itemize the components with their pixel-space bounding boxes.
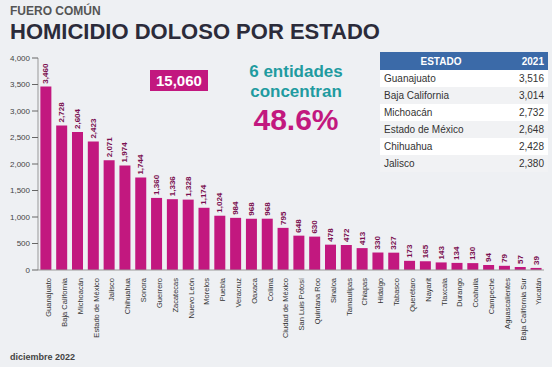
svg-text:Colima: Colima: [266, 277, 275, 301]
html-text:Guanajuato: Guanajuato: [384, 73, 436, 84]
svg-text:Nuevo León: Nuevo León: [187, 278, 196, 318]
svg-text:Sinaloa: Sinaloa: [329, 277, 338, 303]
svg-text:2,423: 2,423: [89, 118, 98, 139]
svg-text:Tabasco: Tabasco: [392, 278, 401, 306]
html-text:2,380: 2,380: [519, 158, 544, 169]
html-text:3,014: 3,014: [519, 90, 544, 101]
svg-text:1,024: 1,024: [215, 192, 224, 213]
svg-text:1,328: 1,328: [184, 176, 193, 197]
svg-text:4,000: 4,000: [10, 54, 31, 63]
svg-text:Yucatán: Yucatán: [534, 278, 543, 305]
svg-text:1,000: 1,000: [10, 213, 31, 222]
svg-text:Jalisco: Jalisco: [107, 278, 116, 301]
svg-text:1,174: 1,174: [199, 184, 208, 205]
html-text:Chihuahua: Chihuahua: [384, 141, 433, 152]
svg-text:0: 0: [26, 266, 31, 275]
svg-text:2,500: 2,500: [10, 133, 31, 142]
svg-text:648: 648: [294, 219, 303, 233]
svg-text:1,974: 1,974: [120, 142, 129, 163]
svg-text:165: 165: [421, 244, 430, 258]
svg-text:Baja California: Baja California: [60, 277, 69, 327]
svg-text:500: 500: [17, 239, 31, 248]
svg-text:Tlaxcala: Tlaxcala: [440, 277, 449, 306]
html-text:2,648: 2,648: [519, 124, 544, 135]
html-text:concentran: concentran: [250, 82, 342, 101]
svg-text:Veracruz: Veracruz: [234, 278, 243, 308]
html-text:HOMICIDIO DOLOSO POR ESTADO: HOMICIDIO DOLOSO POR ESTADO: [10, 19, 380, 44]
html-text:2021: 2021: [521, 55, 544, 67]
svg-text:Quintana Roo: Quintana Roo: [313, 278, 322, 324]
svg-text:1,336: 1,336: [168, 176, 177, 197]
svg-text:413: 413: [358, 231, 367, 245]
html-text:ESTADO: ESTADO: [420, 55, 462, 67]
svg-text:984: 984: [231, 201, 240, 215]
svg-text:Querétaro: Querétaro: [408, 278, 417, 312]
svg-text:1,744: 1,744: [136, 154, 145, 175]
svg-text:39: 39: [532, 255, 541, 264]
svg-text:1,500: 1,500: [10, 186, 31, 195]
svg-text:134: 134: [452, 246, 461, 260]
svg-text:Campeche: Campeche: [487, 278, 496, 314]
svg-text:Aguascalientes: Aguascalientes: [503, 278, 512, 329]
svg-text:Zacatecas: Zacatecas: [171, 278, 180, 313]
html-text:Baja California: Baja California: [384, 90, 449, 101]
svg-text:3,500: 3,500: [10, 80, 31, 89]
svg-text:2,000: 2,000: [10, 160, 31, 169]
svg-text:94: 94: [484, 253, 493, 262]
html-text:Michoacán: Michoacán: [384, 107, 433, 118]
svg-text:Coahuila: Coahuila: [471, 277, 480, 307]
html-text:2,428: 2,428: [519, 141, 544, 152]
html-text:2,732: 2,732: [519, 107, 544, 118]
svg-text:130: 130: [468, 246, 477, 260]
svg-text:968: 968: [247, 202, 256, 216]
html-text:3,516: 3,516: [519, 73, 544, 84]
svg-text:Sonora: Sonora: [139, 277, 148, 302]
svg-text:Ciudad de México: Ciudad de México: [281, 278, 290, 338]
svg-text:1,360: 1,360: [152, 174, 161, 195]
svg-text:2,604: 2,604: [73, 108, 82, 129]
html-text:Jalisco: Jalisco: [384, 158, 415, 169]
svg-text:Chihuahua: Chihuahua: [123, 277, 132, 314]
svg-text:3,000: 3,000: [10, 107, 31, 116]
svg-text:173: 173: [405, 244, 414, 258]
html-text:15,060: 15,060: [156, 72, 202, 89]
svg-text:Guerrero: Guerrero: [155, 278, 164, 308]
svg-text:Michoacán: Michoacán: [76, 278, 85, 314]
svg-text:San Luis Potosí: San Luis Potosí: [297, 277, 306, 330]
svg-text:478: 478: [326, 228, 335, 242]
html-text:48.6%: 48.6%: [253, 103, 339, 136]
svg-text:795: 795: [279, 211, 288, 225]
svg-text:968: 968: [263, 202, 272, 216]
svg-text:57: 57: [516, 255, 525, 264]
svg-text:Chiapas: Chiapas: [360, 278, 369, 306]
svg-text:Puebla: Puebla: [218, 277, 227, 301]
svg-text:Estado de México: Estado de México: [92, 278, 101, 338]
svg-text:Morelos: Morelos: [202, 278, 211, 305]
svg-text:3,460: 3,460: [41, 63, 50, 84]
svg-text:Tamaulipas: Tamaulipas: [345, 278, 354, 316]
html-text:diciembre 2022: diciembre 2022: [10, 352, 75, 362]
svg-text:327: 327: [389, 236, 398, 250]
svg-text:2,728: 2,728: [57, 102, 66, 123]
svg-text:79: 79: [500, 253, 509, 262]
svg-text:Hidalgo: Hidalgo: [376, 278, 385, 303]
svg-text:330: 330: [373, 236, 382, 250]
svg-text:Baja California Sur: Baja California Sur: [519, 277, 528, 340]
svg-text:Guanajuato: Guanajuato: [44, 278, 53, 317]
svg-text:630: 630: [310, 220, 319, 234]
svg-text:Nayarit: Nayarit: [424, 277, 433, 302]
html-text:FUERO COMÚN: FUERO COMÚN: [10, 4, 101, 18]
svg-text:472: 472: [342, 228, 351, 242]
svg-text:2,071: 2,071: [105, 137, 114, 158]
html-text:Estado de México: Estado de México: [384, 124, 464, 135]
svg-text:Durango: Durango: [455, 278, 464, 307]
svg-text:Oaxaca: Oaxaca: [250, 277, 259, 304]
html-text:6 entidades: 6 entidades: [249, 62, 343, 81]
svg-text:143: 143: [437, 246, 446, 260]
